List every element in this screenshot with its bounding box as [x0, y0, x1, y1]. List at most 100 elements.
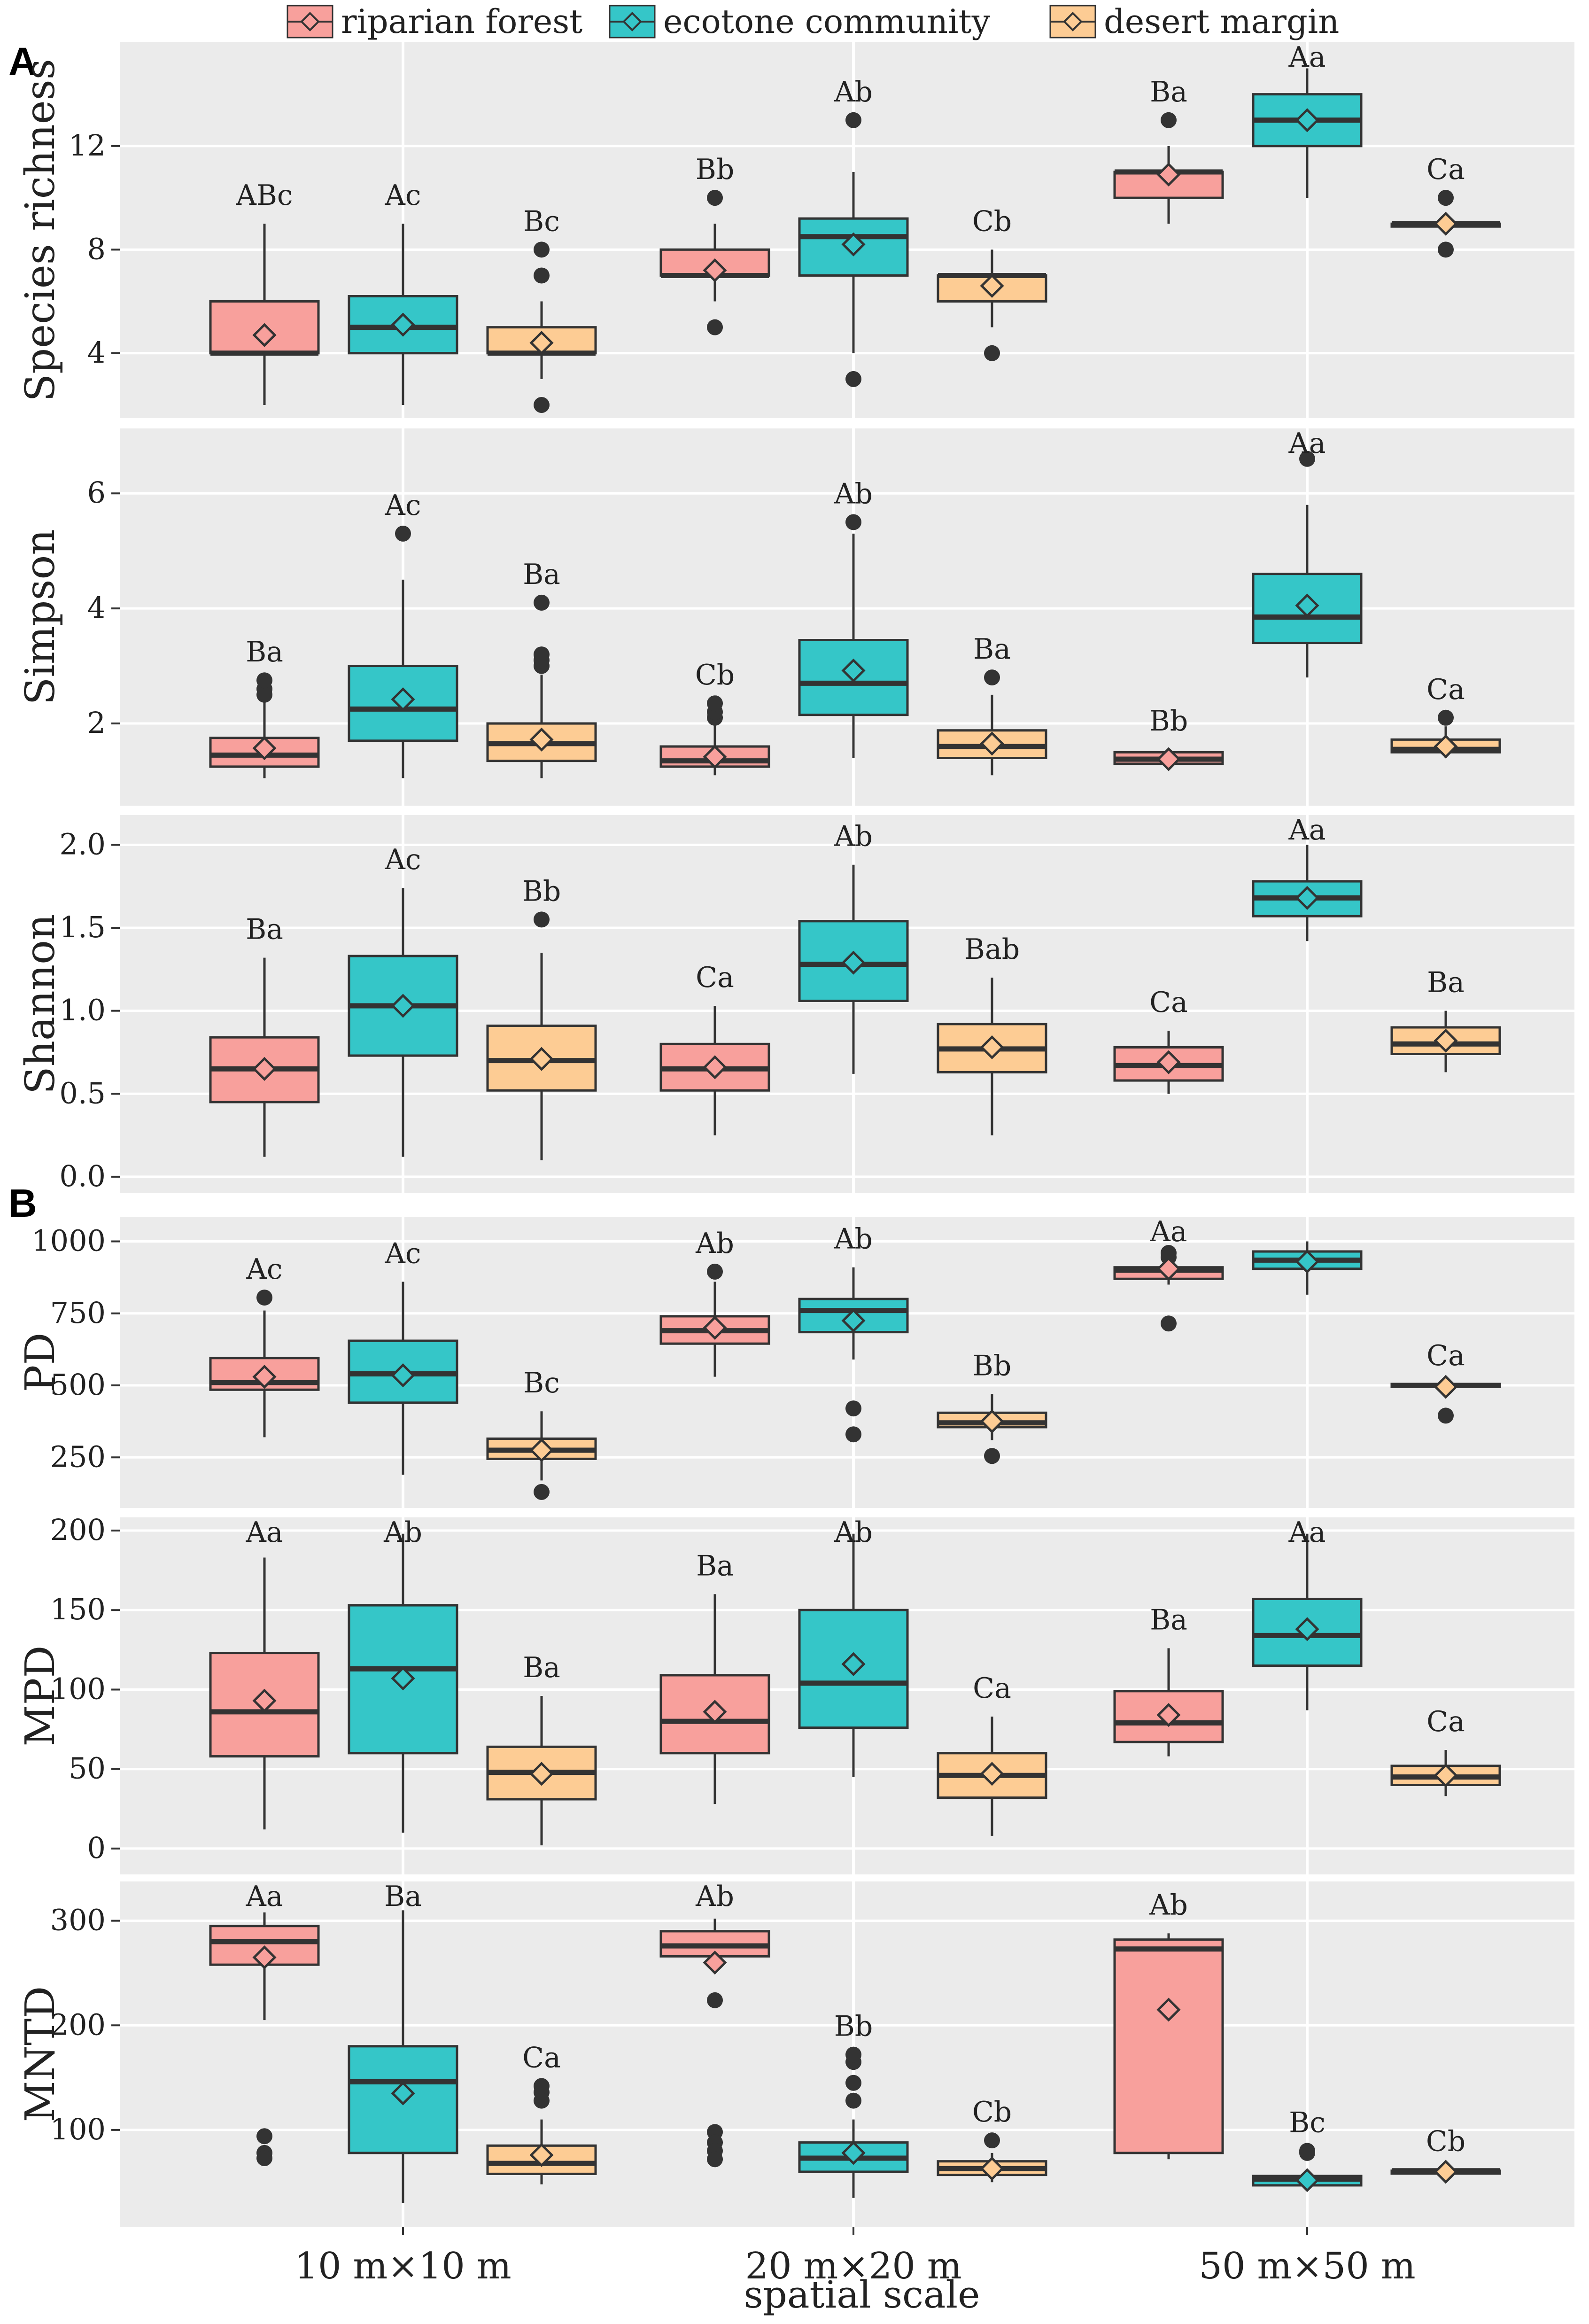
box-riparian-forest: Ab: [659, 1880, 770, 2168]
mean-marker: [703, 258, 727, 282]
box-desert-margin: Ca: [1390, 673, 1501, 759]
x-tick-label: 10 m×10 m: [295, 2245, 511, 2287]
panel-background: [120, 815, 1574, 1193]
box-ecotone-community: Ab: [798, 1516, 909, 1777]
box-ecotone-community: Ab: [798, 1223, 909, 1443]
mean-marker: [1434, 1028, 1458, 1053]
box-desert-margin: Bb: [486, 875, 597, 1160]
mean-marker: [841, 1308, 866, 1333]
y-tick-label: 4: [87, 591, 106, 625]
box-ecotone-community: Ab: [798, 76, 909, 387]
mean-marker: [1295, 1617, 1319, 1641]
box-riparian-forest: Ba: [1113, 76, 1224, 224]
box-riparian-forest: Ab: [1113, 1889, 1224, 2160]
outlier-point: [1299, 2145, 1315, 2161]
box-riparian-forest: Ba: [209, 636, 320, 778]
outlier-point: [1438, 709, 1454, 726]
mean-marker: [980, 273, 1004, 298]
mean-marker: [980, 2156, 1004, 2181]
legend-item-riparian-forest: riparian forest: [287, 2, 582, 41]
mean-marker: [1295, 108, 1319, 132]
legend-item-ecotone-community: ecotone community: [609, 2, 991, 41]
mean-marker: [391, 994, 415, 1018]
mean-marker: [1434, 1763, 1458, 1788]
significance-label: Ca: [1426, 1339, 1465, 1372]
legend-label: desert margin: [1104, 2, 1339, 41]
y-tick-label: 8: [87, 232, 106, 266]
box-ecotone-community: Ab: [348, 1516, 458, 1833]
box-riparian-forest: Bb: [659, 153, 770, 335]
significance-label: Ac: [385, 179, 421, 212]
significance-label: Cb: [972, 2096, 1012, 2129]
box-ecotone-community: Ac: [348, 1237, 458, 1475]
significance-label: Ac: [385, 843, 421, 876]
outlier-point: [984, 669, 1000, 686]
significance-label: Ab: [834, 1223, 873, 1256]
y-tick-label: 4: [87, 335, 106, 370]
panel-label-a: A: [8, 39, 37, 84]
mean-marker: [1434, 1375, 1458, 1399]
box-desert-margin: Bc: [486, 1367, 597, 1500]
outlier-point: [256, 672, 272, 689]
outlier-point: [984, 345, 1000, 361]
y-tick-label: 0.5: [59, 1076, 106, 1110]
outlier-point: [707, 190, 723, 206]
outlier-point: [1438, 190, 1454, 206]
y-tick-label: 200: [50, 1513, 106, 1547]
outlier-point: [845, 1400, 861, 1417]
y-tick-label: 750: [50, 1296, 106, 1330]
significance-label: Ab: [834, 1516, 873, 1549]
box-ecotone-community: Ba: [348, 1880, 458, 2203]
outlier-point: [1438, 1407, 1454, 1424]
significance-label: Ba: [1150, 76, 1187, 109]
significance-label: Aa: [1288, 1516, 1325, 1549]
box-ecotone-community: Bc: [1252, 2106, 1363, 2192]
x-axis-label: spatial scale: [744, 2273, 980, 2316]
panel-mpd: 0 50 100 150 200 MPD Aa Ab Ba Ba Ab Ca Ba Aa Ca: [17, 1513, 1574, 1874]
outlier-point: [1161, 1315, 1177, 1332]
outlier-point: [395, 525, 411, 542]
outlier-point: [707, 1263, 723, 1280]
significance-label: Ba: [384, 1880, 422, 1913]
significance-label: Bb: [1149, 705, 1188, 738]
mean-marker: [1434, 734, 1458, 759]
outlier-point: [984, 1448, 1000, 1464]
box-desert-margin: Cb: [1390, 2125, 1501, 2184]
significance-label: Ba: [523, 1651, 560, 1684]
outlier-point: [984, 2132, 1000, 2149]
outlier-point: [845, 1426, 861, 1443]
mean-marker: [252, 1365, 277, 1389]
significance-label: Aa: [245, 1516, 283, 1549]
mean-marker: [703, 1951, 727, 1975]
y-axis-label: Shannon: [17, 914, 64, 1095]
mean-marker: [1434, 2160, 1458, 2184]
box-desert-margin: Ba: [486, 558, 597, 778]
panel-pd: 250 500 750 1000 PD Ac Ac Bc Ab Ab Bb Aa Ca: [17, 1215, 1574, 1508]
significance-label: Ab: [834, 76, 873, 109]
mean-marker: [980, 1035, 1004, 1059]
mean-marker: [841, 232, 866, 256]
significance-label: Ab: [695, 1227, 734, 1260]
y-axis-label: Simpson: [17, 529, 64, 705]
significance-label: Ca: [1149, 986, 1188, 1019]
box-desert-margin: Ca: [937, 1672, 1047, 1836]
y-tick-label: 1.5: [59, 910, 106, 944]
box-iqr: [798, 638, 909, 716]
y-axis-label: MPD: [17, 1646, 64, 1747]
mean-marker: [252, 1057, 277, 1081]
x-tick-label: 50 m×50 m: [1199, 2245, 1415, 2287]
outlier-point: [534, 241, 550, 258]
box-desert-margin: Ba: [937, 633, 1047, 776]
significance-label: Aa: [1149, 1215, 1187, 1248]
significance-label: Ba: [696, 1549, 734, 1582]
significance-label: Ba: [246, 636, 283, 668]
significance-label: Ac: [246, 1253, 283, 1286]
outlier-point: [534, 594, 550, 611]
significance-label: Cb: [695, 659, 735, 692]
significance-label: Ba: [523, 558, 560, 591]
box-desert-margin: Bb: [937, 1349, 1047, 1464]
legend-label: ecotone community: [663, 2, 991, 41]
outlier-point: [534, 397, 550, 413]
box-riparian-forest: Ba: [209, 913, 320, 1157]
